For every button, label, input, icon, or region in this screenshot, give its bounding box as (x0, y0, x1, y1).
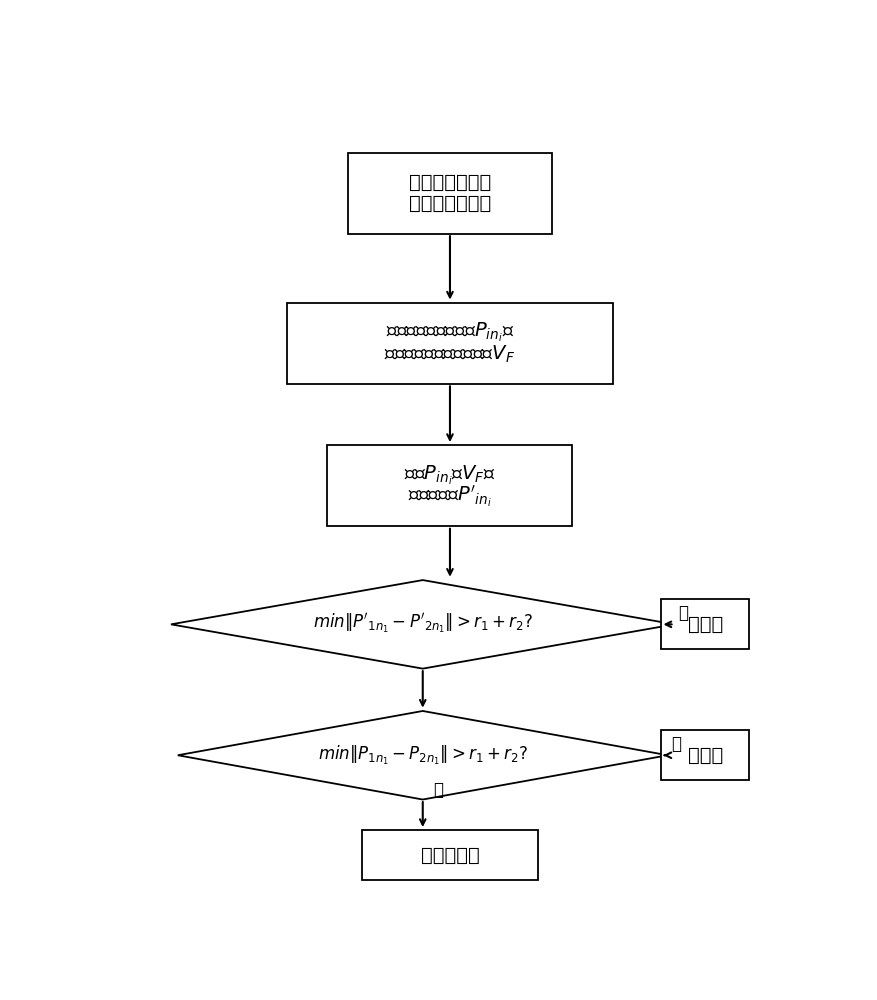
Text: 无碰撞: 无碰撞 (687, 615, 722, 634)
Text: 是: 是 (678, 604, 688, 622)
Text: 否: 否 (432, 781, 442, 799)
Text: 及关节末端速度方向向量$V_F$: 及关节末端速度方向向量$V_F$ (384, 343, 515, 365)
FancyBboxPatch shape (347, 153, 552, 234)
FancyBboxPatch shape (286, 303, 612, 384)
Text: 是: 是 (671, 735, 681, 753)
Text: 求解$P_{in_i}$在$V_F$法: 求解$P_{in_i}$在$V_F$法 (403, 463, 496, 487)
FancyBboxPatch shape (660, 730, 749, 780)
Text: $min\Vert P_{1n_1}-P_{2n_1}\Vert>r_1+r_2?$: $min\Vert P_{1n_1}-P_{2n_1}\Vert>r_1+r_2… (317, 744, 527, 767)
FancyBboxPatch shape (361, 830, 538, 880)
Text: $min\Vert P'_{1n_1}-P'_{2n_1}\Vert>r_1+r_2?$: $min\Vert P'_{1n_1}-P'_{2n_1}\Vert>r_1+r… (312, 612, 532, 636)
Polygon shape (178, 711, 667, 800)
Text: 轴线选取关键点: 轴线选取关键点 (409, 194, 490, 213)
FancyBboxPatch shape (660, 599, 749, 649)
Text: 有碰撞风险: 有碰撞风险 (420, 846, 479, 865)
Text: 无碰撞: 无碰撞 (687, 746, 722, 765)
Polygon shape (171, 580, 674, 669)
Text: 平面投影点$P'_{in_i}$: 平面投影点$P'_{in_i}$ (408, 484, 491, 509)
FancyBboxPatch shape (327, 445, 572, 526)
Text: 求解关键点空间坐标$P_{in_i}$以: 求解关键点空间坐标$P_{in_i}$以 (386, 321, 513, 344)
Text: 关节标准化并在: 关节标准化并在 (409, 173, 490, 192)
